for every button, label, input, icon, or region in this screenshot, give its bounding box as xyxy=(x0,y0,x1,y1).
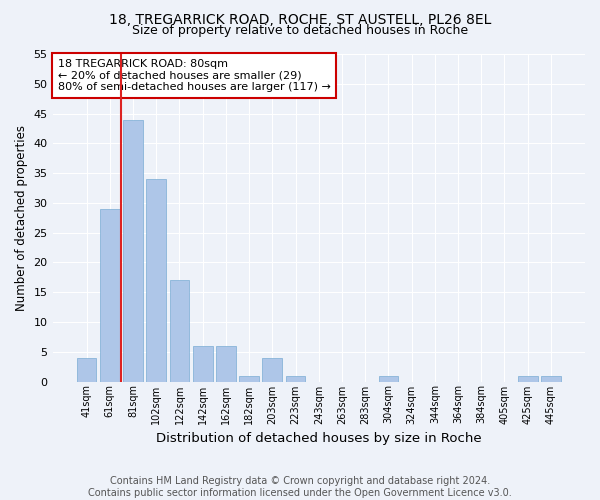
Bar xyxy=(146,179,166,382)
Text: Contains HM Land Registry data © Crown copyright and database right 2024.
Contai: Contains HM Land Registry data © Crown c… xyxy=(88,476,512,498)
Text: Size of property relative to detached houses in Roche: Size of property relative to detached ho… xyxy=(132,24,468,37)
Bar xyxy=(541,376,561,382)
Bar xyxy=(123,120,143,382)
Bar xyxy=(170,280,190,382)
X-axis label: Distribution of detached houses by size in Roche: Distribution of detached houses by size … xyxy=(156,432,482,445)
Bar xyxy=(100,209,119,382)
Bar xyxy=(518,376,538,382)
Text: 18 TREGARRICK ROAD: 80sqm
← 20% of detached houses are smaller (29)
80% of semi-: 18 TREGARRICK ROAD: 80sqm ← 20% of detac… xyxy=(58,59,331,92)
Bar xyxy=(286,376,305,382)
Bar xyxy=(216,346,236,382)
Bar xyxy=(77,358,97,382)
Bar xyxy=(379,376,398,382)
Text: 18, TREGARRICK ROAD, ROCHE, ST AUSTELL, PL26 8EL: 18, TREGARRICK ROAD, ROCHE, ST AUSTELL, … xyxy=(109,12,491,26)
Y-axis label: Number of detached properties: Number of detached properties xyxy=(15,125,28,311)
Bar xyxy=(193,346,212,382)
Bar xyxy=(262,358,282,382)
Bar xyxy=(239,376,259,382)
